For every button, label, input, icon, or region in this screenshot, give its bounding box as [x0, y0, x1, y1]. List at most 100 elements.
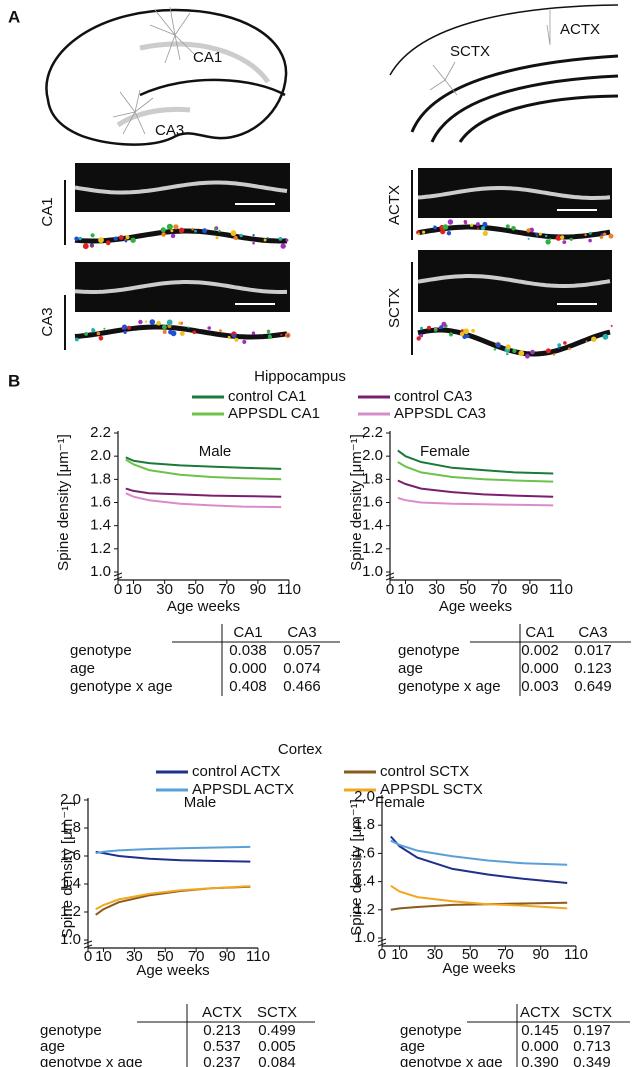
reconstruction: [417, 224, 611, 240]
spine: [90, 233, 95, 238]
spine: [286, 334, 290, 337]
x-tick-label: 50: [187, 581, 204, 598]
row-label: genotype x age: [400, 1054, 503, 1067]
spine: [555, 235, 562, 241]
spine: [263, 238, 267, 242]
spine: [505, 224, 510, 229]
spine: [481, 226, 486, 231]
spine: [441, 321, 447, 327]
spine: [149, 319, 156, 325]
region-label: ACTX: [560, 21, 600, 38]
axis-break: [113, 572, 123, 581]
table-cell: 0.074: [283, 660, 321, 677]
spine: [427, 325, 431, 330]
spine: [475, 222, 480, 227]
column-header: SCTX: [257, 1004, 297, 1021]
spine: [278, 237, 283, 241]
spine: [161, 232, 166, 237]
legend-label: control CA3: [394, 388, 472, 405]
spine: [162, 329, 167, 334]
spine: [419, 333, 424, 338]
spine: [82, 243, 89, 250]
spine: [505, 344, 511, 350]
spine: [567, 347, 571, 351]
y-tick-label: 1.4: [60, 875, 81, 892]
y-tick-label: 1.2: [60, 903, 81, 920]
chart-title: Male: [199, 443, 232, 460]
spine: [239, 233, 243, 238]
y-tick-label: 2.2: [90, 424, 111, 441]
y-tick-label: 1.6: [354, 844, 375, 861]
series-line: [95, 845, 251, 855]
table-cell: 0.197: [573, 1022, 611, 1039]
table-cell: 0.038: [229, 642, 267, 659]
column-header: CA1: [525, 624, 554, 641]
row-label: genotype: [400, 1022, 462, 1039]
y-tick-label: 1.4: [362, 517, 383, 534]
neuron: [149, 6, 196, 64]
x-tick-label: 0: [84, 948, 92, 965]
spine: [252, 234, 255, 237]
table-cell: 0.466: [283, 678, 321, 695]
spine: [471, 328, 475, 333]
image-label: CA1: [39, 197, 56, 226]
axis-break: [385, 572, 395, 581]
cell-layer: [116, 106, 191, 128]
x-tick-label: 110: [246, 948, 270, 965]
region-label: CA1: [193, 49, 222, 66]
table-cell: 0.005: [258, 1038, 296, 1055]
image-label: SCTX: [386, 288, 403, 328]
spine: [538, 232, 542, 236]
spine: [459, 331, 465, 337]
spine: [585, 340, 588, 343]
spine: [113, 236, 118, 241]
x-tick-label: 10: [125, 581, 142, 598]
spine: [442, 224, 449, 230]
x-tick-label: 90: [522, 581, 539, 598]
x-tick-label: 50: [459, 581, 476, 598]
spine: [202, 228, 208, 234]
spine: [145, 320, 148, 323]
spine: [477, 227, 480, 230]
spine: [419, 326, 424, 330]
spine: [242, 339, 247, 344]
y-tick-label: 1.2: [354, 901, 375, 918]
spine: [285, 238, 289, 242]
y-axis-label: Spine density [μm⁻¹]: [348, 799, 365, 936]
x-tick-label: 70: [497, 946, 514, 963]
row-label: genotype x age: [40, 1054, 143, 1067]
series-line: [95, 850, 251, 863]
series-line: [397, 461, 554, 483]
spine: [280, 243, 286, 249]
spine: [591, 336, 597, 342]
x-tick-label: 110: [564, 946, 588, 963]
reconstruction: [74, 324, 288, 340]
spine: [536, 234, 539, 237]
region-label: SCTX: [450, 43, 490, 60]
table-cell: 0.213: [203, 1022, 241, 1039]
panel-label: A: [8, 7, 20, 26]
x-axis-label: Age weeks: [442, 960, 515, 977]
spine: [105, 240, 111, 246]
spine: [125, 235, 130, 240]
spine: [170, 233, 176, 239]
x-tick-label: 10: [391, 946, 408, 963]
spine: [78, 236, 82, 241]
spine: [506, 352, 509, 356]
spine: [417, 232, 420, 236]
legend-label: control CA1: [228, 388, 306, 405]
legend-label: control SCTX: [380, 763, 469, 780]
y-tick-label: 2.0: [354, 788, 375, 805]
x-tick-label: 70: [188, 948, 205, 965]
spine: [552, 353, 556, 356]
spine: [98, 237, 104, 244]
y-tick-label: 1.2: [362, 540, 383, 557]
spine: [130, 237, 136, 243]
spine: [518, 350, 525, 357]
spine: [173, 224, 179, 230]
spine: [482, 221, 488, 227]
series-line: [397, 479, 554, 498]
spine: [232, 333, 237, 338]
table-cell: 0.713: [573, 1038, 611, 1055]
x-tick-label: 0: [114, 581, 122, 598]
